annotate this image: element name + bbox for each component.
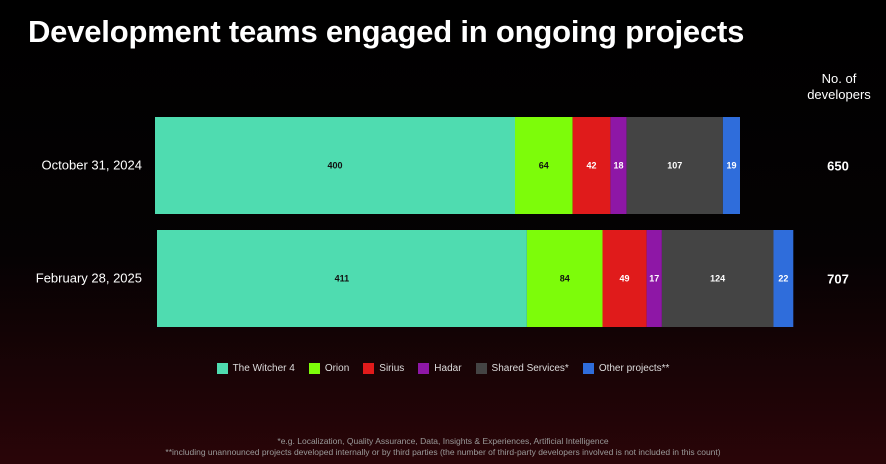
category-label: February 28, 2025: [36, 271, 142, 286]
bar-value-label: 107: [667, 161, 682, 171]
legend-item: The Witcher 4: [216, 363, 295, 374]
legend-swatch: [216, 363, 228, 374]
legend-swatch: [418, 363, 430, 374]
legend-label: Shared Services*: [491, 363, 569, 374]
chart-legend: The Witcher 4 Orion Sirius Hadar Shared Serv…: [0, 363, 886, 374]
bar-value-label: 18: [613, 161, 623, 171]
legend-label: Orion: [324, 363, 350, 374]
bar-segment: [722, 117, 740, 214]
bar-segment: [646, 230, 662, 327]
bar-segment: [155, 117, 515, 214]
bar-segment: [661, 230, 774, 327]
page-title: Development teams engaged in ongoing pro…: [28, 14, 745, 49]
bar-value-label: 22: [778, 274, 788, 284]
bar-value-label: 84: [560, 274, 570, 284]
bar-segment: [602, 230, 647, 327]
legend-label: Sirius: [379, 363, 405, 374]
legend-swatch: [475, 363, 487, 374]
bar-value-label: 124: [710, 274, 725, 284]
legend-swatch: [582, 363, 594, 374]
total-developers-header: No. of developers: [796, 71, 882, 103]
bar-segment: [526, 230, 603, 327]
bar-value-label: 49: [620, 274, 630, 284]
bar-value-label: 64: [539, 161, 549, 171]
bar-segment: [515, 117, 573, 214]
legend-item: Shared Services*: [475, 363, 569, 374]
bar-segment: [610, 117, 627, 214]
footnote-2: **including unannounced projects develop…: [165, 447, 721, 457]
category-label: October 31, 2024: [42, 158, 142, 173]
legend-item: Sirius: [363, 363, 404, 374]
total-value: 707: [827, 272, 849, 287]
bar-value-label: 42: [586, 161, 596, 171]
footnotes: *e.g. Localization, Quality Assurance, D…: [0, 436, 886, 458]
bar-value-label: 411: [335, 274, 350, 284]
legend-item: Other projects**: [582, 363, 670, 374]
bar-segment: [773, 230, 794, 327]
footnote-1: *e.g. Localization, Quality Assurance, D…: [277, 436, 609, 446]
legend-item: Orion: [308, 363, 350, 374]
bar-segment: [572, 117, 611, 214]
bar-value-label: 17: [649, 274, 659, 284]
bar-value-label: 19: [726, 161, 736, 171]
legend-swatch: [308, 363, 320, 374]
legend-label: The Witcher 4: [232, 363, 295, 374]
legend-swatch: [363, 363, 375, 374]
total-header-line2: developers: [807, 87, 871, 102]
legend-label: Other projects**: [598, 363, 670, 374]
total-value: 650: [827, 159, 849, 174]
total-header-line1: No. of: [821, 71, 857, 86]
bar-segment: [626, 117, 723, 214]
legend-item: Hadar: [418, 363, 462, 374]
legend-label: Hadar: [434, 363, 462, 374]
bar-segment: [157, 230, 527, 327]
bar-value-label: 400: [327, 161, 342, 171]
